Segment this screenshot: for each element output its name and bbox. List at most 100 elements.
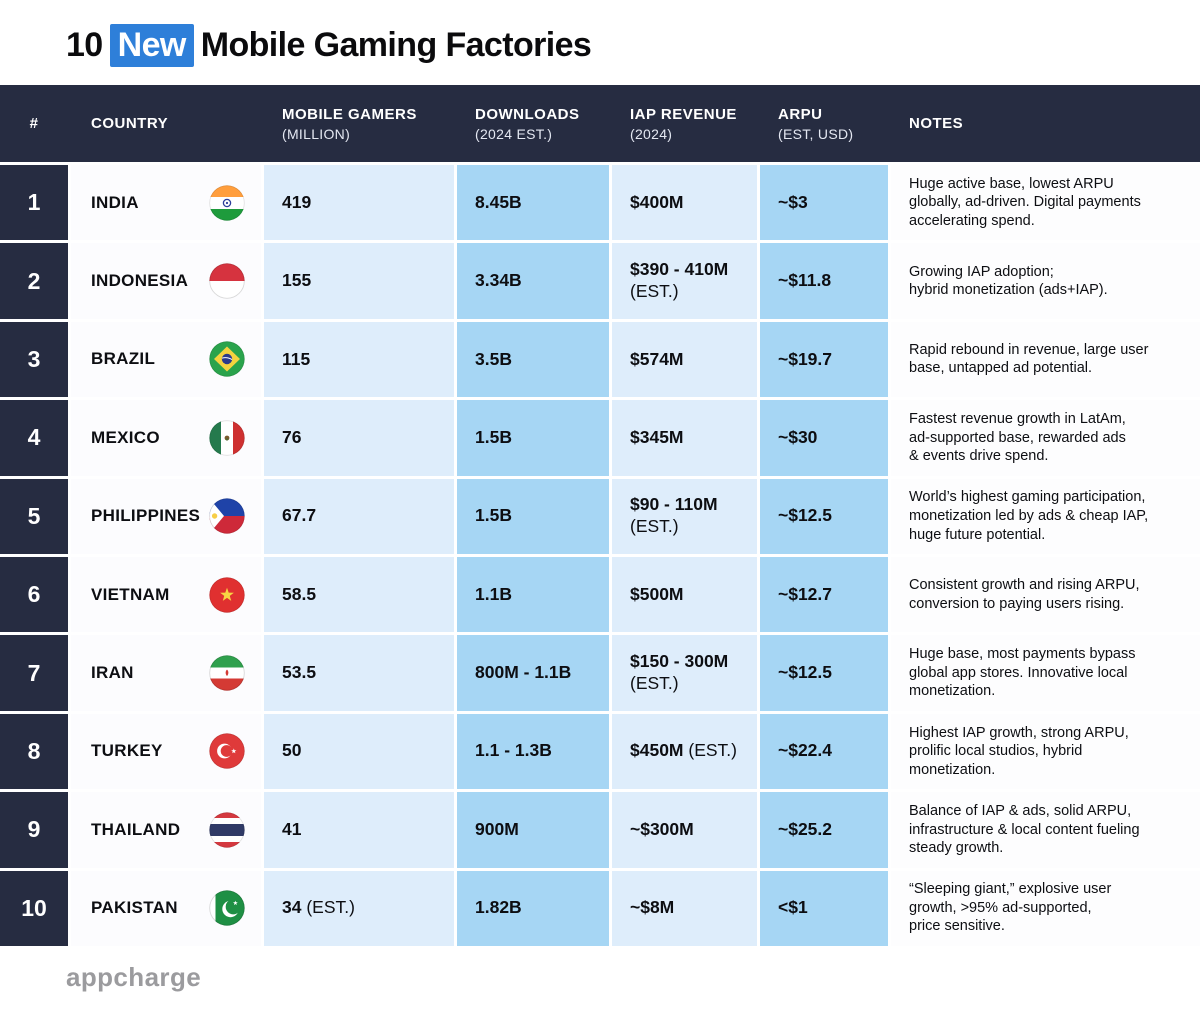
column-header-arpu: ARPU (EST, USD) xyxy=(760,106,888,142)
arpu-cell: ~$30 xyxy=(760,400,888,476)
vietnam-flag-icon xyxy=(209,576,245,613)
table-row: 3 BRAZIL 115 3.5B $574M ~$19.7 Rapid rebound i… xyxy=(0,321,1200,398)
notes-cell: Huge active base, lowest ARPU globally, … xyxy=(891,165,1200,241)
iap-revenue-cell-value: $150 - 300M (EST.) xyxy=(630,651,729,694)
arpu-cell: <$1 xyxy=(760,870,888,946)
downloads-cell-value: 3.34B xyxy=(475,270,522,291)
arpu-cell: ~$3 xyxy=(760,165,888,241)
rank-cell: 6 xyxy=(0,556,68,633)
country-name: MEXICO xyxy=(91,427,160,447)
table-row: 1 INDIA 419 8.45B $400M ~$3 Huge active base, … xyxy=(0,165,1200,241)
arpu-cell: ~$12.5 xyxy=(760,478,888,554)
country-name: TURKEY xyxy=(91,741,163,761)
column-header-label: MOBILE GAMERS xyxy=(282,105,417,123)
table-row: 4 MEXICO 76 1.5B $345M ~$30 Fastest revenue gr… xyxy=(0,400,1200,476)
column-header-sublabel: (2024 EST.) xyxy=(475,125,553,142)
table-row: 8 TURKEY 50 1.1 - 1.3B $450M (EST.) ~$22.4 Hig… xyxy=(0,713,1200,790)
notes-cell: “Sleeping giant,” explosive user growth,… xyxy=(891,870,1200,946)
country-name: PHILIPPINES xyxy=(91,506,201,526)
country-name: PAKISTAN xyxy=(91,898,178,918)
country-cell: TURKEY xyxy=(71,713,261,790)
mobile-gamers-cell: 58.5 xyxy=(264,556,454,633)
column-header-label: COUNTRY xyxy=(91,115,169,132)
iap-revenue-cell-value: ~$8M xyxy=(630,897,675,918)
iap-revenue-cell: $345M xyxy=(612,400,757,476)
page-title: 10 New Mobile Gaming Factories xyxy=(66,24,1200,67)
rank-cell: 3 xyxy=(0,321,68,398)
downloads-cell-value: 3.5B xyxy=(475,348,512,369)
notes-text: Highest IAP growth, strong ARPU, prolifi… xyxy=(909,724,1129,778)
rank-cell: 7 xyxy=(0,635,68,711)
iap-revenue-cell: $400M xyxy=(612,165,757,241)
notes-cell: Balance of IAP & ads, solid ARPU, infras… xyxy=(891,792,1200,868)
notes-cell: Highest IAP growth, strong ARPU, prolifi… xyxy=(891,713,1200,790)
downloads-cell: 1.1 - 1.3B xyxy=(457,713,609,790)
iap-revenue-cell: $390 - 410M (EST.) xyxy=(612,243,757,319)
notes-text: Consistent growth and rising ARPU, conve… xyxy=(909,577,1140,612)
rank-cell: 1 xyxy=(0,165,68,241)
mobile-gamers-cell-value: 115 xyxy=(282,348,311,369)
mobile-gamers-cell-value: 34 (EST.) xyxy=(282,897,355,918)
arpu-cell: ~$22.4 xyxy=(760,713,888,790)
mobile-gamers-cell-value: 58.5 xyxy=(282,583,317,604)
notes-cell: World’s highest gaming participation, mo… xyxy=(891,478,1200,554)
iap-revenue-cell-value: $400M xyxy=(630,191,684,212)
table-row: 6 VIETNAM 58.5 1.1B $500M ~$12.7 Consistent gr… xyxy=(0,556,1200,633)
downloads-cell-value: 8.45B xyxy=(475,191,522,212)
country-name: VIETNAM xyxy=(91,584,170,604)
mobile-gamers-cell-value: 41 xyxy=(282,818,302,839)
column-header-label: ARPU xyxy=(778,105,823,123)
brazil-flag-icon xyxy=(209,341,245,378)
iap-revenue-cell: $450M (EST.) xyxy=(612,713,757,790)
arpu-cell: ~$25.2 xyxy=(760,792,888,868)
country-cell: BRAZIL xyxy=(71,321,261,398)
turkey-flag-icon xyxy=(209,733,245,770)
iap-revenue-cell: ~$8M xyxy=(612,870,757,946)
philippines-flag-icon xyxy=(209,498,245,534)
title-prefix: 10 xyxy=(66,26,103,64)
mobile-gamers-cell-value: 155 xyxy=(282,270,312,291)
title-highlight: New xyxy=(109,24,194,67)
downloads-cell-value: 800M - 1.1B xyxy=(475,662,572,683)
mexico-flag-icon xyxy=(209,420,245,456)
thailand-flag-icon xyxy=(209,812,245,848)
mobile-gamers-cell-value: 67.7 xyxy=(282,505,317,526)
iap-revenue-cell: $150 - 300M (EST.) xyxy=(612,635,757,711)
country-cell: MEXICO xyxy=(71,400,261,476)
arpu-cell: ~$19.7 xyxy=(760,321,888,398)
arpu-cell-value: ~$3 xyxy=(778,191,808,212)
country-cell: THAILAND xyxy=(71,792,261,868)
column-header-rank: # xyxy=(0,115,68,132)
arpu-cell-value: ~$22.4 xyxy=(778,740,833,761)
indonesia-flag-icon xyxy=(209,263,245,299)
notes-text: Rapid rebound in revenue, large user bas… xyxy=(909,341,1149,377)
table-row: 5 PHILIPPINES 67.7 1.5B $90 - 110M (EST.) ~$12… xyxy=(0,478,1200,554)
iap-revenue-cell: $500M xyxy=(612,556,757,633)
arpu-cell: ~$11.8 xyxy=(760,243,888,319)
notes-cell: Huge base, most payments bypass global a… xyxy=(891,635,1200,711)
mobile-gamers-cell: 53.5 xyxy=(264,635,454,711)
footer: appcharge xyxy=(66,962,1200,993)
column-header-country: COUNTRY xyxy=(71,115,261,132)
mobile-gamers-cell: 50 xyxy=(264,713,454,790)
downloads-cell: 1.82B xyxy=(457,870,609,946)
column-header-label: IAP REVENUE xyxy=(630,105,737,123)
arpu-cell-value: ~$12.5 xyxy=(778,505,833,526)
mobile-gamers-cell: 419 xyxy=(264,165,454,241)
rank-cell: 5 xyxy=(0,478,68,554)
mobile-gamers-cell: 115 xyxy=(264,321,454,398)
arpu-cell-value: ~$12.7 xyxy=(778,583,833,604)
iap-revenue-cell: $90 - 110M (EST.) xyxy=(612,478,757,554)
pakistan-flag-icon xyxy=(209,890,245,926)
iap-revenue-cell-value: $345M xyxy=(630,426,684,447)
column-header-iap: IAP REVENUE (2024) xyxy=(612,106,757,142)
arpu-cell-value: ~$12.5 xyxy=(778,662,833,683)
iap-revenue-cell-value: $390 - 410M (EST.) xyxy=(630,259,729,302)
iap-revenue-cell-value: $500M xyxy=(630,583,684,604)
mobile-gamers-cell: 67.7 xyxy=(264,478,454,554)
appcharge-logo: appcharge xyxy=(66,961,202,992)
mobile-gamers-cell-value: 419 xyxy=(282,191,312,212)
notes-cell: Rapid rebound in revenue, large user bas… xyxy=(891,321,1200,398)
rank-cell: 10 xyxy=(0,870,68,946)
notes-text: Huge active base, lowest ARPU globally, … xyxy=(909,175,1141,229)
